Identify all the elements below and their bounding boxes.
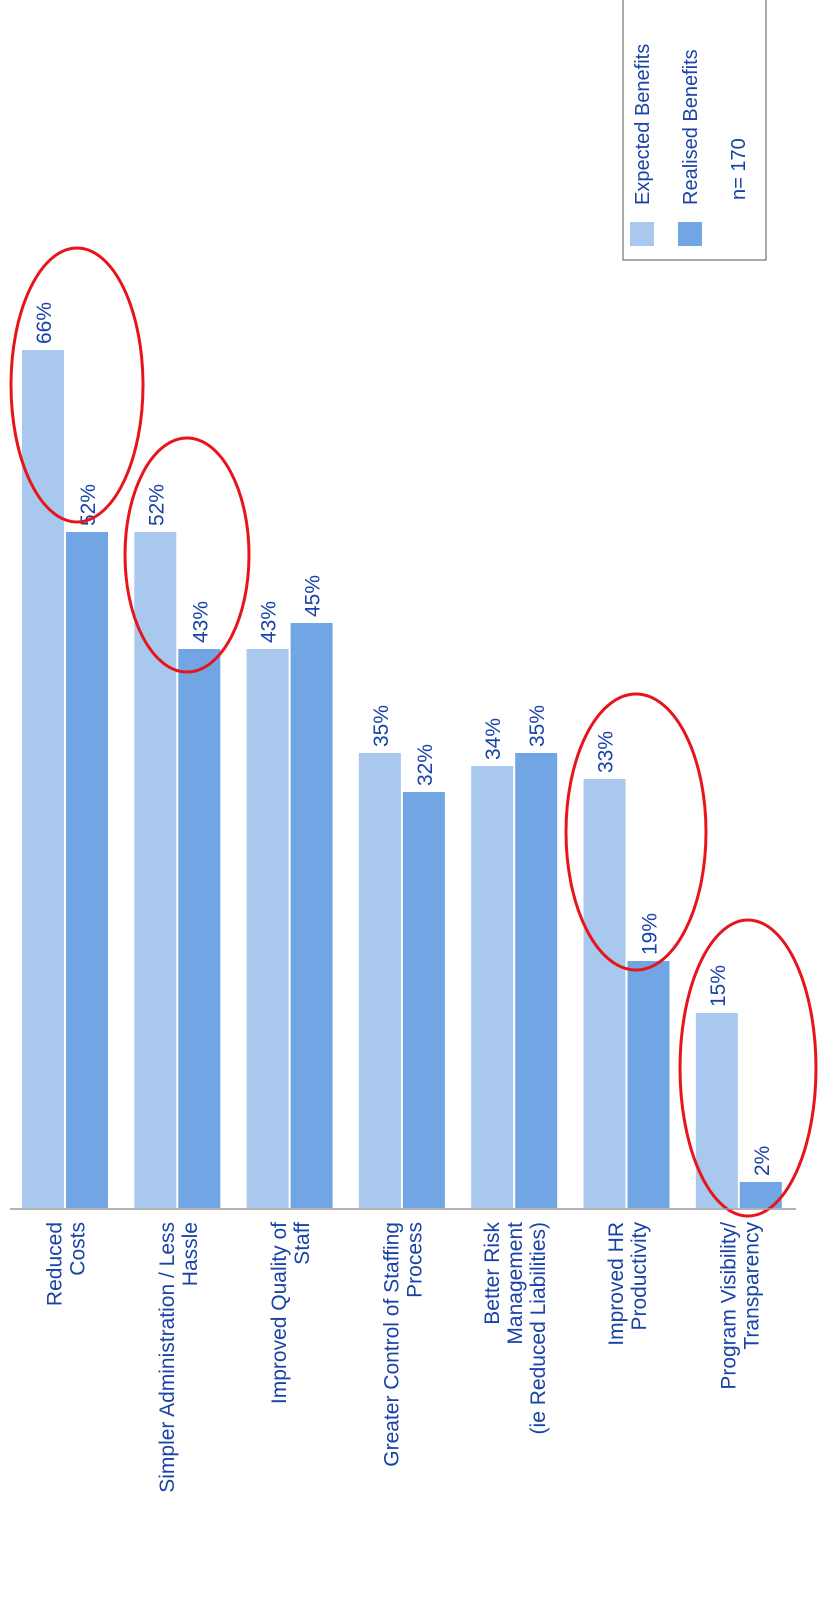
category-label-4-line-0: Better Risk: [481, 1222, 504, 1325]
category-label-4-line-2: (ie Reduced Liabilities): [527, 1222, 550, 1434]
value-label-realised-5: 19%: [639, 913, 662, 955]
bar-expected-1: [134, 532, 177, 1208]
bar-realised-5: [627, 961, 670, 1208]
legend-swatch-expected: [630, 222, 654, 246]
category-label-2-line-1: Staff: [291, 1222, 314, 1265]
category-label-5-line-1: Productivity: [628, 1222, 651, 1331]
bars-group: 66% 52% 52% 43% 43% 45% 35% 32% 34% 35% 33% 19% 15% 2…: [22, 302, 782, 1208]
value-label-realised-1: 43%: [189, 601, 212, 643]
highlight-ellipse-5: [564, 692, 708, 972]
legend-swatch-realised: [678, 222, 702, 246]
bar-realised-1: [178, 649, 221, 1208]
bar-expected-5: [583, 779, 626, 1208]
value-label-expected-6: 15%: [707, 965, 730, 1007]
highlight-ellipse-6: [678, 918, 818, 1218]
legend-items: Expected Benefits Realised Benefits: [630, 44, 702, 246]
legend-label-realised: Realised Benefits: [680, 49, 702, 205]
highlight-ellipse-0: [9, 246, 145, 524]
value-label-expected-1: 52%: [145, 484, 168, 526]
category-label-6-line-0: Program Visibility/: [717, 1222, 740, 1390]
highlight-ellipses: [9, 246, 818, 1218]
value-label-expected-4: 34%: [482, 718, 505, 760]
value-label-realised-0: 52%: [77, 484, 100, 526]
value-label-expected-0: 66%: [33, 302, 56, 344]
category-label-1-line-1: Hassle: [179, 1222, 202, 1286]
legend-label-expected: Expected Benefits: [632, 44, 654, 205]
category-label-3-line-0: Greater Control of Staffing: [380, 1222, 403, 1467]
bar-expected-2: [246, 649, 289, 1208]
legend-sample-size: n= 170: [728, 138, 750, 200]
category-label-2-line-0: Improved Quality of: [268, 1222, 291, 1404]
category-label-4-line-1: Management: [504, 1222, 527, 1345]
value-label-realised-6: 2%: [751, 1146, 774, 1176]
value-label-realised-4: 35%: [526, 705, 549, 747]
value-label-realised-3: 32%: [414, 744, 437, 786]
bar-realised-4: [515, 753, 558, 1208]
category-label-6-line-1: Transparency: [740, 1222, 763, 1350]
bar-expected-3: [358, 753, 401, 1208]
value-label-realised-2: 45%: [302, 575, 325, 617]
legend-box: [622, 0, 767, 261]
bar-expected-4: [471, 766, 514, 1208]
highlight-ellipse-1: [123, 436, 251, 674]
legend: Expected Benefits Realised Benefits n= 17…: [622, 0, 767, 261]
value-label-expected-2: 43%: [258, 601, 281, 643]
category-label-0-line-1: Costs: [67, 1222, 90, 1276]
bar-realised-3: [402, 792, 445, 1208]
category-label-5-line-0: Improved HR: [605, 1222, 628, 1346]
category-label-3-line-1: Process: [403, 1222, 426, 1298]
category-label-0-line-0: Reduced: [44, 1222, 67, 1306]
bar-realised-2: [290, 623, 333, 1208]
bar-realised-0: [66, 532, 108, 1208]
category-label-1-line-0: Simpler Administration / Less: [156, 1222, 179, 1493]
value-label-expected-3: 35%: [370, 705, 393, 747]
bar-expected-0: [22, 350, 64, 1208]
value-label-expected-5: 33%: [595, 731, 618, 773]
category-labels: Reduced Costs Simpler Administration / Les…: [44, 1222, 764, 1493]
